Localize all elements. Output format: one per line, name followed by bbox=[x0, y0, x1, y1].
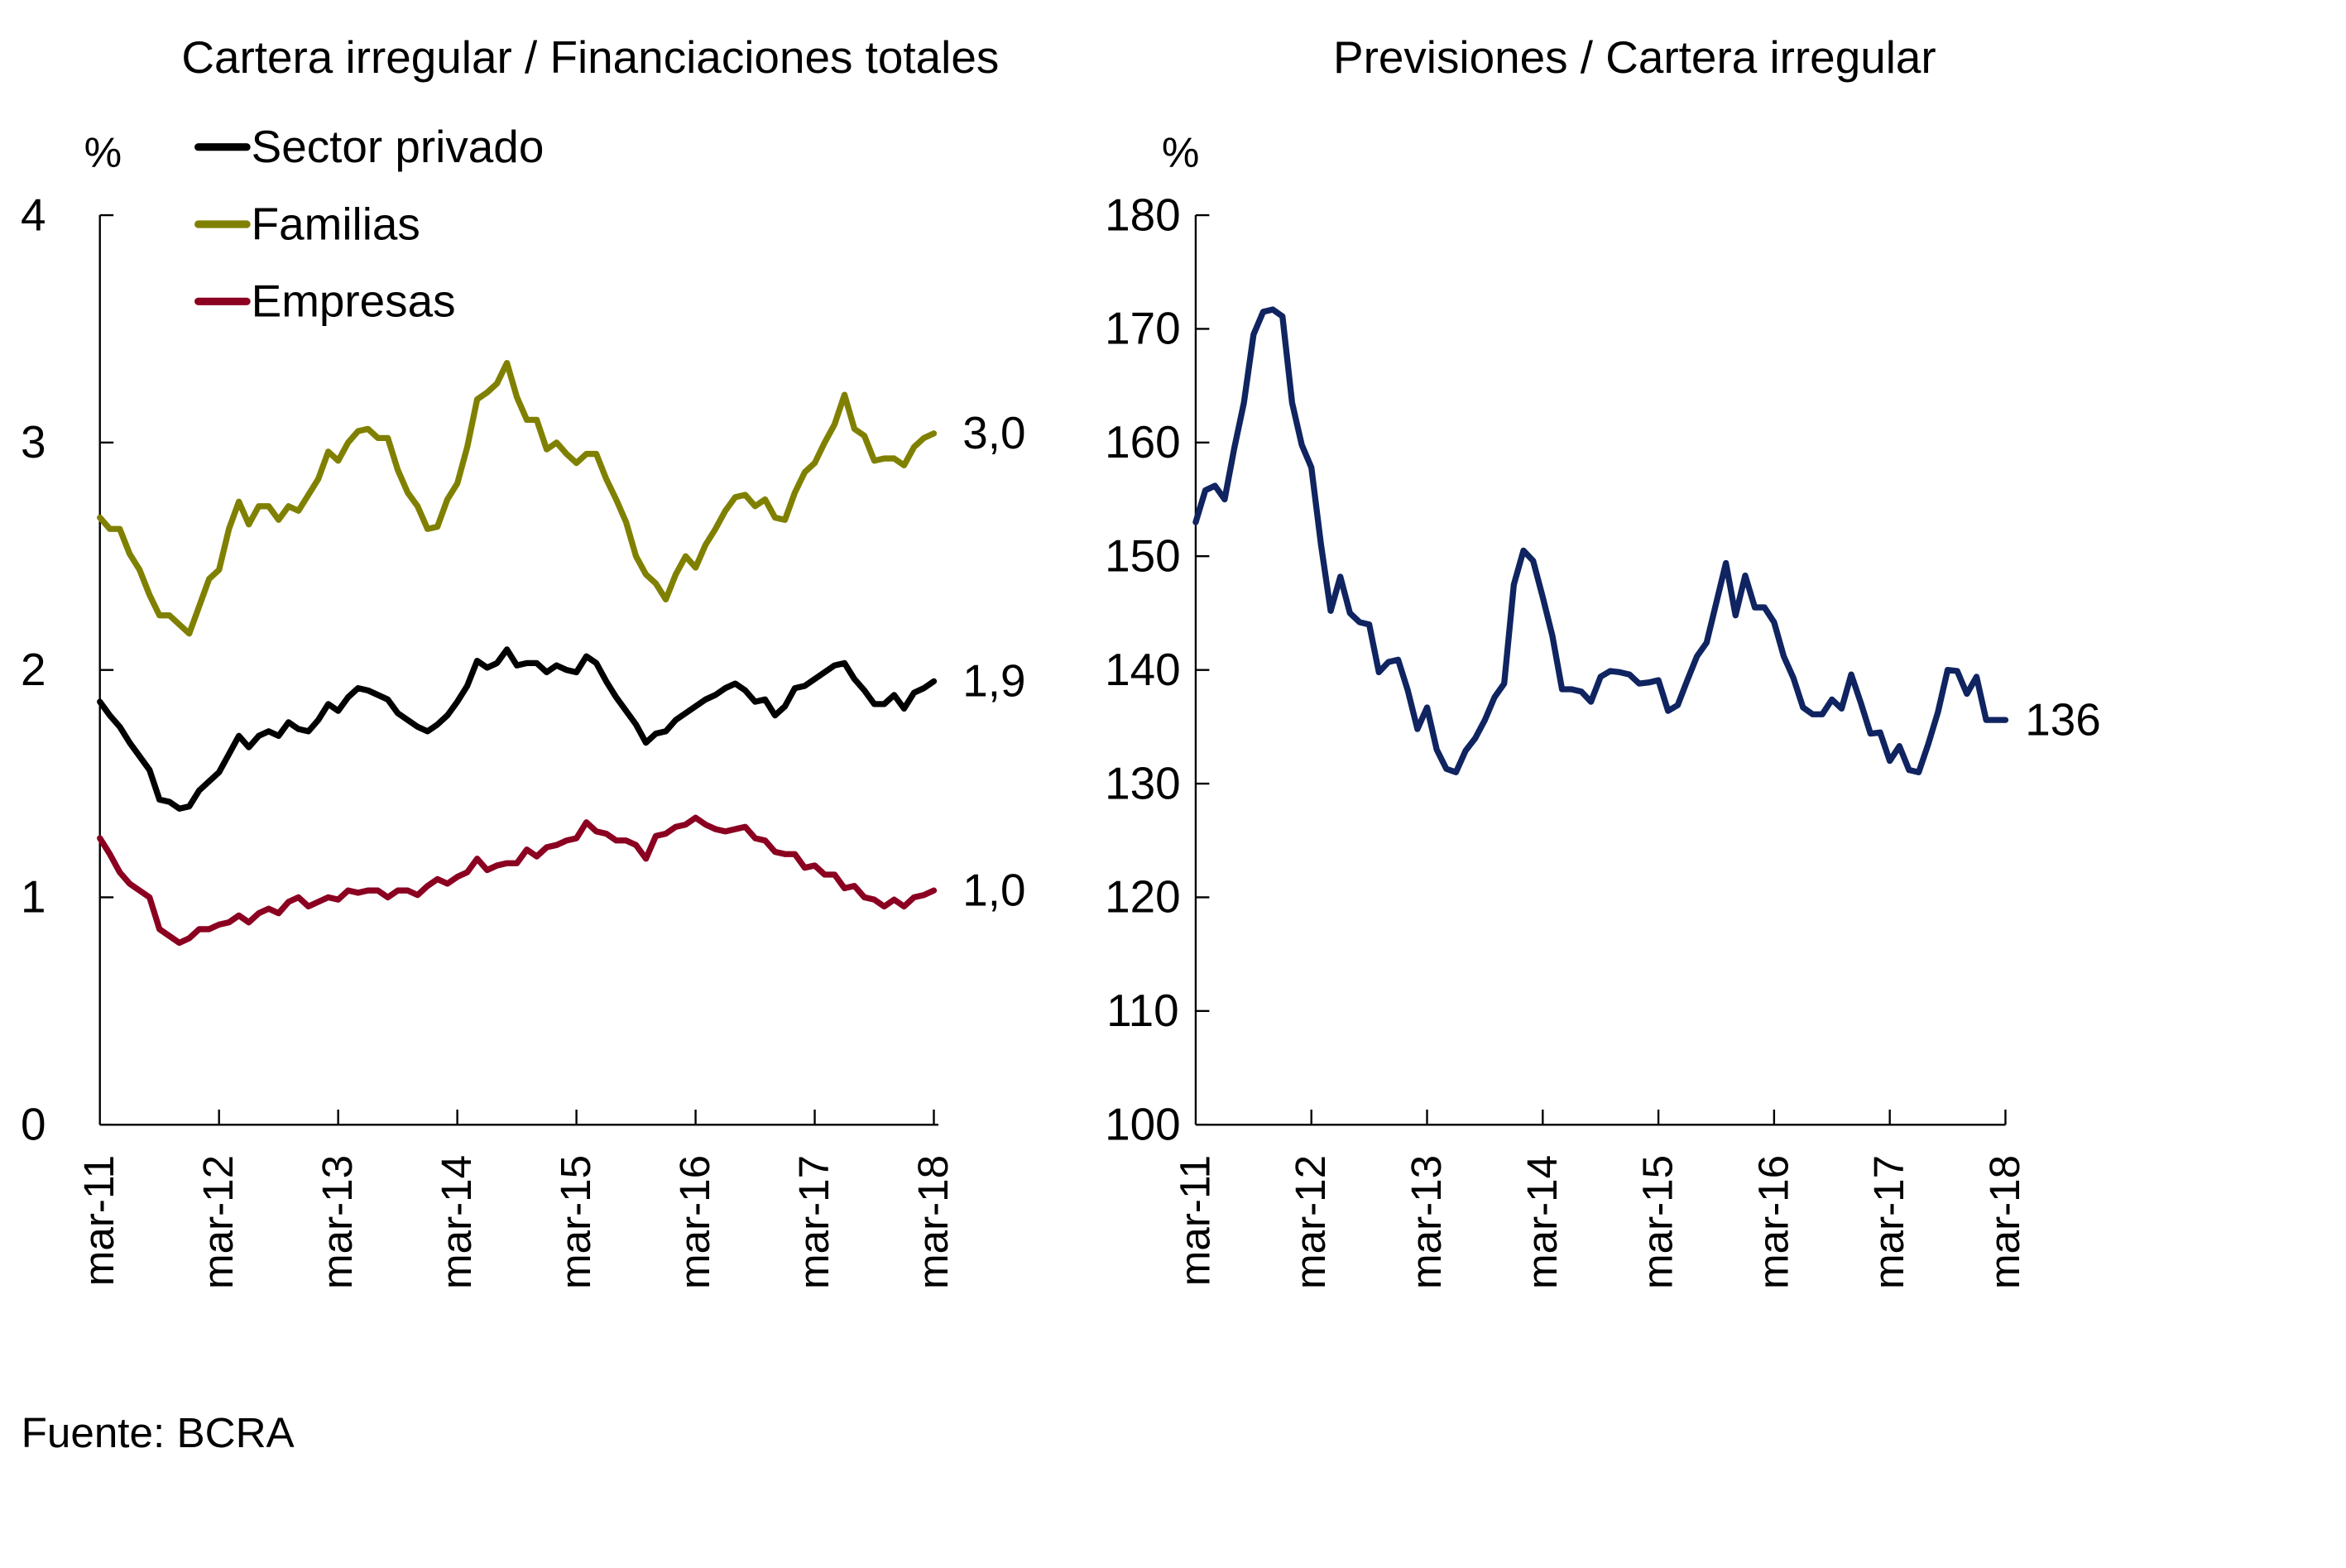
series-line-familias bbox=[97, 359, 938, 637]
x-tick-label: mar-16 bbox=[1749, 1155, 1797, 1289]
end-value-label: 1,9 bbox=[962, 655, 1025, 707]
x-tick-label: mar-17 bbox=[790, 1155, 837, 1289]
x-tick-label: mar-16 bbox=[671, 1155, 718, 1289]
end-value-label: 136 bbox=[2025, 693, 2101, 745]
y-tick-label: 170 bbox=[1105, 303, 1181, 354]
x-tick-label: mar-11 bbox=[75, 1155, 122, 1286]
y-tick-label: 120 bbox=[1105, 871, 1181, 923]
end-value-label: 1,0 bbox=[962, 865, 1025, 916]
end-value-label: 3,0 bbox=[962, 407, 1025, 458]
y-tick-label: 110 bbox=[1106, 985, 1178, 1036]
x-tick-label: mar-14 bbox=[433, 1155, 480, 1289]
x-tick-label: mar-11 bbox=[1171, 1155, 1218, 1286]
y-tick-label: 150 bbox=[1105, 530, 1181, 582]
y-tick-label: 140 bbox=[1105, 644, 1181, 695]
legend-label: Familias bbox=[252, 198, 420, 249]
legend-item: Empresas bbox=[194, 276, 456, 327]
y-unit-label: % bbox=[1162, 128, 1200, 175]
x-tick-label: mar-13 bbox=[1403, 1155, 1450, 1289]
y-unit-label: % bbox=[84, 128, 122, 175]
x-tick-label: mar-13 bbox=[314, 1155, 361, 1289]
series-line-previsiones-cartera-irregular bbox=[1192, 306, 2009, 775]
y-tick-label: 3 bbox=[21, 416, 46, 468]
x-tick-label: mar-15 bbox=[1634, 1155, 1682, 1289]
y-tick-label: 4 bbox=[21, 189, 46, 240]
axes: 100 110 120 130 140 150 160 170 180 mar-11 mar-12 m… bbox=[1105, 189, 2028, 1289]
x-tick-label: mar-12 bbox=[1287, 1155, 1334, 1289]
chart-npl-ratio: Cartera irregular / Financiaciones total… bbox=[21, 31, 1026, 1289]
legend-label: Sector privado bbox=[252, 121, 545, 172]
chart-provisions-ratio: Previsiones / Cartera irregular % 100 110… bbox=[1105, 31, 2101, 1289]
source-note: Fuente: BCRA bbox=[22, 1409, 295, 1456]
series-line-sector-privado bbox=[97, 646, 938, 812]
y-tick-label: 100 bbox=[1105, 1099, 1181, 1150]
plot-area: 1,9 3,0 1,0 bbox=[97, 359, 1026, 947]
chart-title: Previsiones / Cartera irregular bbox=[1333, 31, 1936, 83]
legend-label: Empresas bbox=[252, 276, 456, 327]
y-tick-label: 1 bbox=[21, 871, 46, 923]
y-tick-label: 180 bbox=[1105, 189, 1181, 240]
legend-item: Familias bbox=[194, 198, 420, 249]
series-line-empresas bbox=[97, 814, 938, 947]
x-tick-label: mar-14 bbox=[1518, 1155, 1566, 1289]
y-tick-label: 130 bbox=[1105, 757, 1181, 808]
x-tick-label: mar-18 bbox=[909, 1155, 957, 1289]
legend: Sector privado Familias Empresas bbox=[194, 121, 545, 327]
x-tick-label: mar-18 bbox=[1981, 1155, 2028, 1289]
y-tick-label: 160 bbox=[1105, 416, 1181, 468]
x-tick-label: mar-15 bbox=[552, 1155, 599, 1289]
chart-title: Cartera irregular / Financiaciones total… bbox=[181, 31, 999, 83]
legend-item: Sector privado bbox=[194, 121, 545, 172]
x-tick-label: mar-17 bbox=[1865, 1155, 1912, 1289]
x-tick-label: mar-12 bbox=[194, 1155, 242, 1289]
axes: 0 1 2 3 4 mar-11 mar-12 mar-13 mar-14 mar-15 mar-1… bbox=[21, 189, 957, 1289]
plot-area: 136 bbox=[1192, 306, 2101, 775]
y-tick-label: 0 bbox=[21, 1099, 46, 1150]
y-tick-label: 2 bbox=[21, 644, 46, 695]
